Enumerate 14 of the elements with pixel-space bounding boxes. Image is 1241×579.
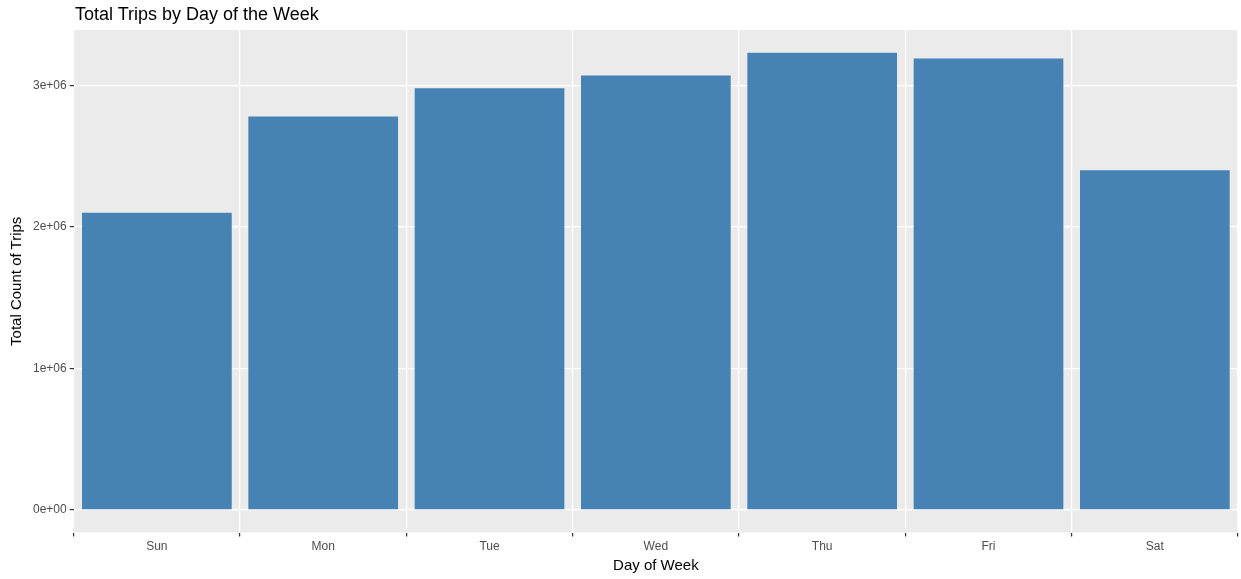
y-tick-label: 2e+06: [33, 219, 68, 234]
x-tick-label: Sat: [1145, 539, 1165, 554]
x-tick-label: Sun: [146, 539, 168, 554]
y-tick-label: 1e+06: [33, 360, 68, 375]
x-tick-label: Wed: [643, 539, 669, 554]
y-tick-label: 3e+06: [33, 77, 68, 92]
x-tick-label: Fri: [981, 539, 996, 554]
x-tick-label: Mon: [311, 539, 335, 554]
y-axis-title: Total Count of Trips: [7, 216, 25, 346]
y-tick-label: 0e+00: [33, 502, 68, 517]
chart-title: Total Trips by Day of the Week: [75, 4, 319, 25]
x-axis-title: Day of Week: [613, 556, 700, 574]
x-tick-label: Thu: [811, 539, 833, 554]
x-tick-label: Tue: [479, 539, 500, 554]
